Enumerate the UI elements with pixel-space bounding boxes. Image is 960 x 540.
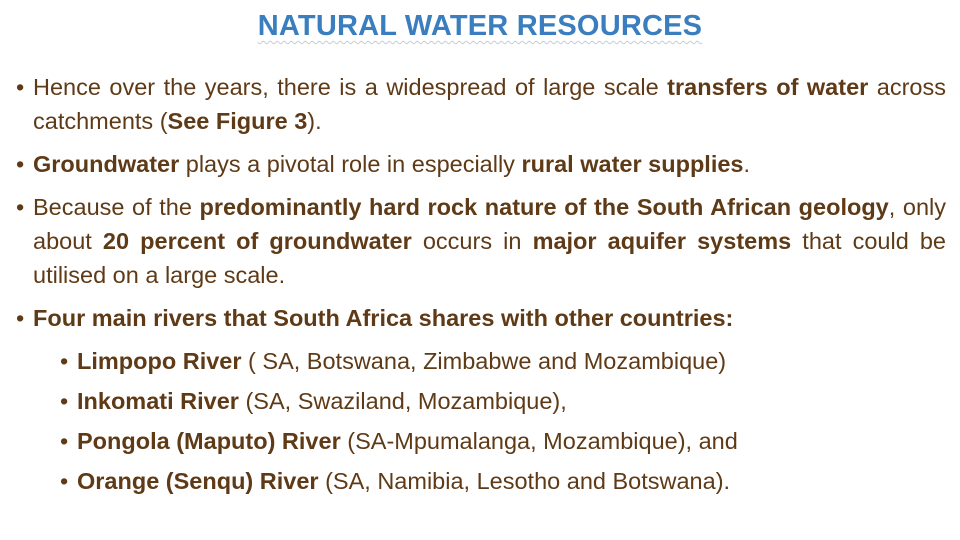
bullet-marker: • [60, 348, 69, 374]
bullet-item: • Because of the predominantly hard rock … [16, 190, 946, 292]
text-segment-bold: 20 percent of groundwater [102, 228, 412, 254]
bullet-item: • Four main rivers that South Africa shar… [16, 301, 946, 335]
text-segment: that could be utilised on a large scale. [33, 228, 947, 288]
bullet-text: Hence over the years, there is a widespr… [33, 70, 946, 138]
bullet-text: Groundwater plays a pivotal role in espe… [33, 147, 946, 181]
text-segment-bold: Groundwater [33, 151, 180, 177]
text-segment: plays a pivotal role in especially [179, 151, 522, 177]
text-segment-bold: transfers of water [667, 74, 869, 100]
text-segment: (SA, Swaziland, Mozambique), [238, 388, 567, 414]
text-segment-bold: See Figure 3 [167, 108, 308, 134]
text-segment: ( SA, Botswana, Zimbabwe and Mozambique) [241, 348, 727, 374]
bullet-marker: • [16, 194, 25, 220]
slide-title: NATURAL WATER RESOURCES [257, 10, 703, 42]
text-segment-bold: Four main rivers that South Africa share… [33, 305, 734, 331]
bullet-item: • Hence over the years, there is a widesp… [16, 70, 946, 138]
bullet-text: Inkomati River (SA, Swaziland, Mozambiqu… [77, 384, 946, 418]
sub-bullet-item: • Pongola (Maputo) River (SA-Mpumalanga, … [60, 424, 946, 458]
text-segment: ). [307, 108, 322, 134]
bullet-marker: • [60, 428, 69, 454]
bullet-marker: • [60, 468, 69, 494]
bullet-text: Pongola (Maputo) River (SA-Mpumalanga, M… [77, 424, 946, 458]
bullet-text: Limpopo River ( SA, Botswana, Zimbabwe a… [77, 344, 946, 378]
bullet-text: Orange (Senqu) River (SA, Namibia, Lesot… [77, 464, 946, 498]
bullet-text: Because of the predominantly hard rock n… [33, 190, 946, 292]
text-segment-bold: Pongola (Maputo) River [77, 428, 341, 454]
text-segment: (SA, Namibia, Lesotho and Botswana). [318, 468, 731, 494]
text-segment-bold: Limpopo River [77, 348, 242, 374]
sub-bullet-item: • Inkomati River (SA, Swaziland, Mozambiq… [60, 384, 946, 418]
bullet-marker: • [16, 151, 25, 177]
text-segment: occurs in [411, 228, 533, 254]
slide-body: • Hence over the years, there is a widesp… [10, 70, 946, 504]
bullet-marker: • [16, 305, 25, 331]
text-segment-bold: rural water supplies [521, 151, 744, 177]
sub-bullet-item: • Orange (Senqu) River (SA, Namibia, Leso… [60, 464, 946, 498]
text-segment: (SA-Mpumalanga, Mozambique), and [340, 428, 738, 454]
text-segment: , only about [33, 194, 947, 254]
text-segment: . [743, 151, 751, 177]
bullet-text: Four main rivers that South Africa share… [33, 301, 946, 335]
text-segment: across catchments ( [33, 74, 946, 134]
text-segment: Because of the [33, 194, 200, 220]
text-segment-bold: Orange (Senqu) River [77, 468, 319, 494]
text-segment-bold: Inkomati River [77, 388, 239, 414]
text-segment-bold: major aquifer systems [532, 228, 792, 254]
bullet-marker: • [16, 74, 25, 100]
bullet-marker: • [60, 388, 69, 414]
text-segment-bold: predominantly hard rock nature of the So… [199, 194, 889, 220]
sub-bullet-item: • Limpopo River ( SA, Botswana, Zimbabwe … [60, 344, 946, 378]
bullet-item: • Groundwater plays a pivotal role in esp… [16, 147, 946, 181]
text-segment: Hence over the years, there is a widespr… [33, 74, 668, 100]
